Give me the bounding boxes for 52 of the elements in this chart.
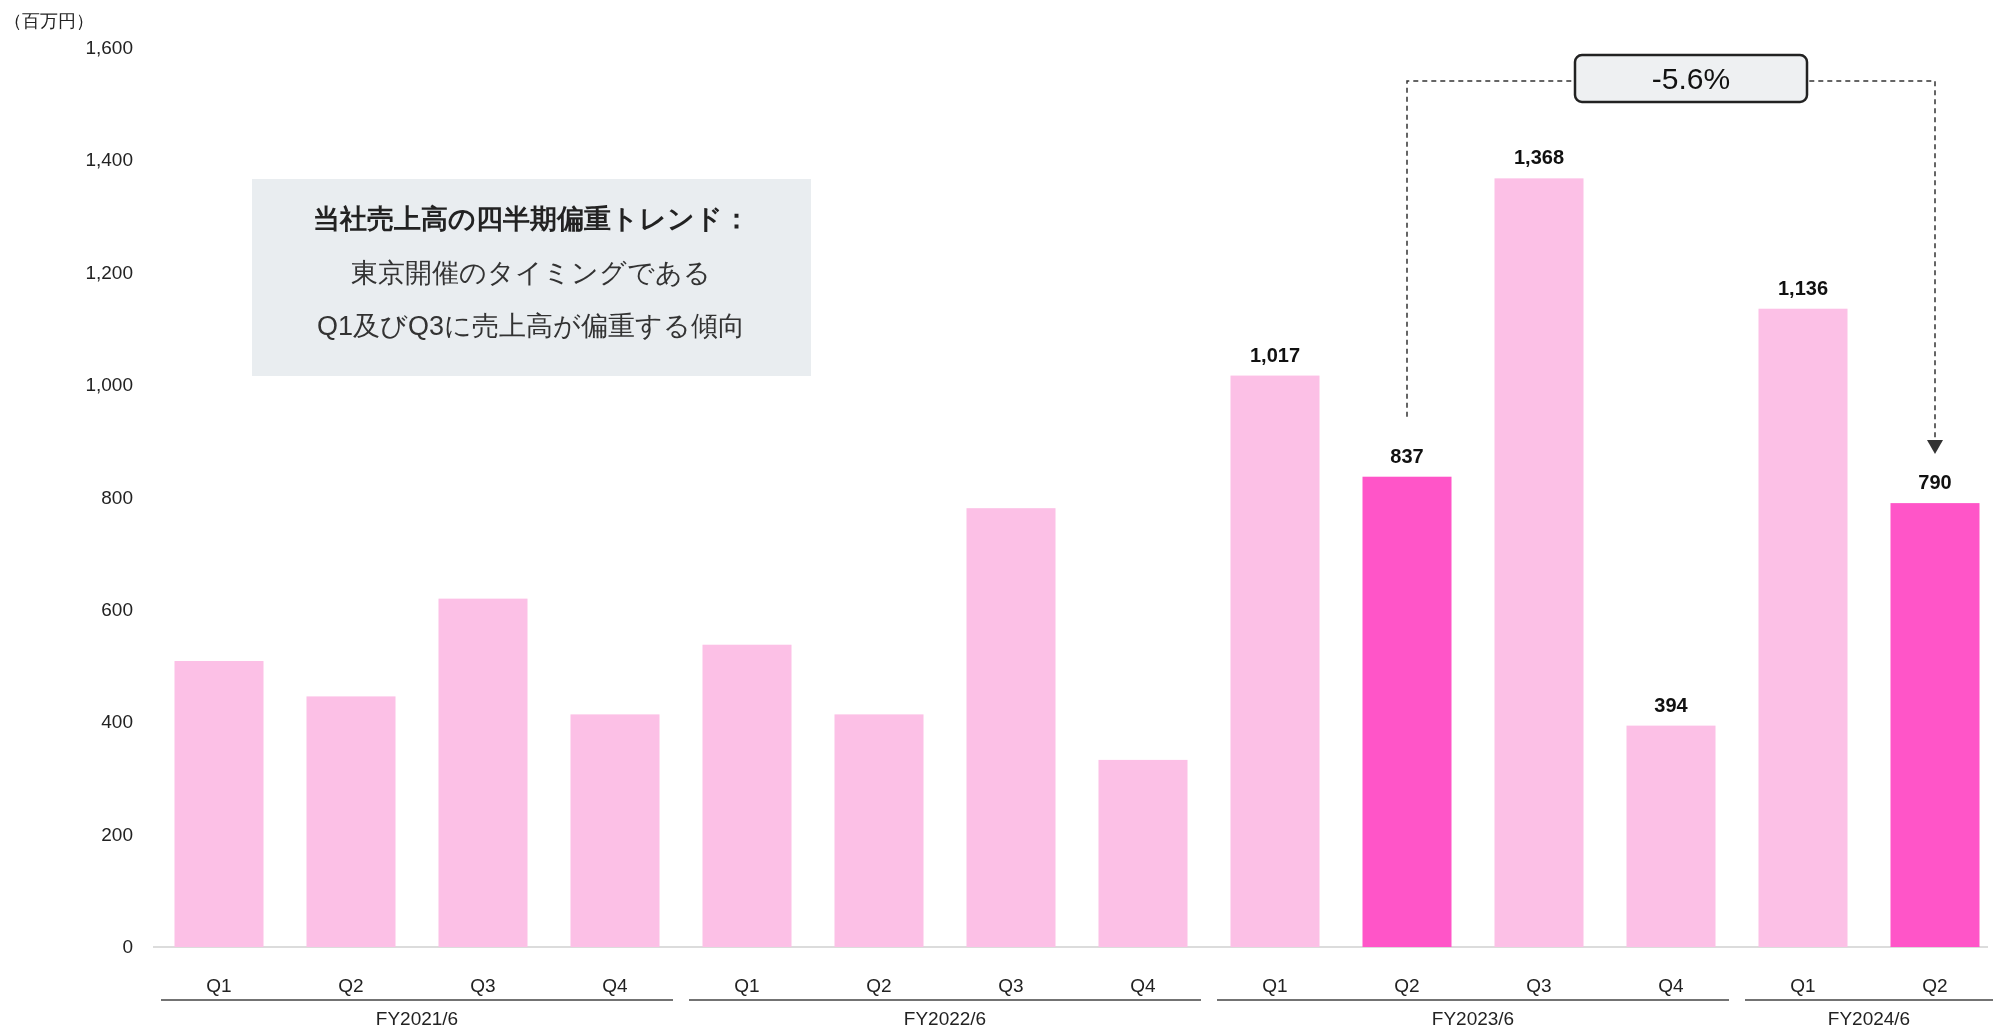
bar [1626, 725, 1716, 947]
bar [1362, 476, 1452, 947]
x-tick-label: Q1 [734, 975, 760, 996]
data-label: 790 [1918, 471, 1952, 494]
bar [1098, 759, 1188, 947]
x-tick-label: Q1 [206, 975, 232, 996]
data-label: 837 [1390, 444, 1424, 467]
x-tick-label: Q4 [1658, 975, 1685, 996]
bar [1890, 503, 1980, 947]
y-tick-label: 400 [101, 711, 133, 733]
bar [570, 714, 660, 947]
text: FY2021/6 [375, 1008, 459, 1029]
x-tick-label: Q3 [998, 975, 1024, 996]
y-tick-label: 0 [122, 936, 133, 957]
annotation: 当社売上高の四半期偏重トレンド： [312, 204, 750, 234]
y-tick-label: 800 [101, 486, 133, 508]
data-label: 1,368 [1513, 146, 1565, 169]
y-tick-label: 200 [101, 823, 133, 845]
text: FY2022/6 [903, 1008, 987, 1029]
y-tick-label: 1,000 [85, 374, 133, 396]
annotation: 東京開催のタイミングである [351, 258, 711, 288]
annotation: Q1及びQ3に売上高が偏重する傾向 [316, 311, 746, 341]
data-label: 394 [1654, 693, 1689, 716]
bar [174, 661, 264, 947]
y-tick-label: 1,400 [85, 149, 133, 171]
x-tick-label: Q3 [470, 975, 496, 996]
bar [834, 714, 924, 947]
y-tick-label: 1,200 [85, 261, 133, 283]
bar [1230, 375, 1320, 947]
text: FY2024/6 [1827, 1008, 1911, 1029]
bar [1758, 308, 1848, 947]
data-label: 1,017 [1249, 343, 1301, 366]
bar [702, 644, 792, 947]
annotation: -5.6% [1651, 62, 1731, 95]
x-tick-label: Q1 [1262, 975, 1288, 996]
bar [306, 696, 396, 947]
x-tick-label: Q4 [602, 975, 629, 996]
x-tick-label: Q1 [1790, 975, 1816, 996]
x-tick-label: Q4 [1130, 975, 1157, 996]
x-tick-label: Q2 [338, 975, 364, 996]
x-tick-label: Q2 [1922, 975, 1948, 996]
y-axis-title: （百万円） [4, 11, 94, 31]
y-tick-label: 600 [101, 598, 133, 620]
x-tick-label: Q2 [1394, 975, 1420, 996]
y-tick-label: 1,600 [85, 37, 133, 58]
data-label: 1,136 [1777, 276, 1829, 299]
bar [438, 598, 528, 947]
text: FY2023/6 [1431, 1008, 1515, 1029]
x-tick-label: Q3 [1526, 975, 1552, 996]
bar [1494, 178, 1584, 947]
x-tick-label: Q2 [866, 975, 892, 996]
bar [966, 508, 1056, 947]
